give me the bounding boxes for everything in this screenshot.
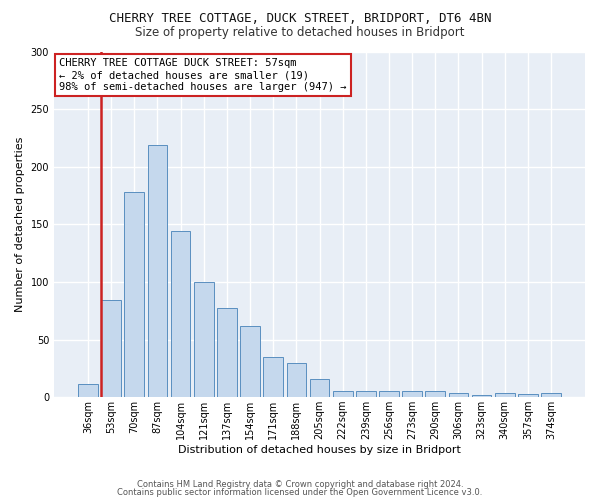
Bar	[333, 392, 353, 397]
Y-axis label: Number of detached properties: Number of detached properties	[15, 136, 25, 312]
X-axis label: Distribution of detached houses by size in Bridport: Distribution of detached houses by size …	[178, 445, 461, 455]
Text: Contains HM Land Registry data © Crown copyright and database right 2024.: Contains HM Land Registry data © Crown c…	[137, 480, 463, 489]
Bar	[541, 392, 561, 397]
Bar	[263, 357, 283, 397]
Text: CHERRY TREE COTTAGE, DUCK STREET, BRIDPORT, DT6 4BN: CHERRY TREE COTTAGE, DUCK STREET, BRIDPO…	[109, 12, 491, 26]
Bar	[287, 362, 306, 397]
Bar	[78, 384, 98, 397]
Bar	[240, 326, 260, 397]
Text: Size of property relative to detached houses in Bridport: Size of property relative to detached ho…	[135, 26, 465, 39]
Bar	[425, 392, 445, 397]
Bar	[495, 392, 515, 397]
Bar	[310, 378, 329, 397]
Bar	[402, 392, 422, 397]
Text: CHERRY TREE COTTAGE DUCK STREET: 57sqm
← 2% of detached houses are smaller (19)
: CHERRY TREE COTTAGE DUCK STREET: 57sqm ←…	[59, 58, 347, 92]
Bar	[449, 392, 468, 397]
Bar	[101, 300, 121, 397]
Text: Contains public sector information licensed under the Open Government Licence v3: Contains public sector information licen…	[118, 488, 482, 497]
Bar	[356, 392, 376, 397]
Bar	[148, 145, 167, 397]
Bar	[518, 394, 538, 397]
Bar	[124, 192, 144, 397]
Bar	[379, 392, 399, 397]
Bar	[472, 395, 491, 397]
Bar	[171, 231, 190, 397]
Bar	[217, 308, 237, 397]
Bar	[194, 282, 214, 397]
